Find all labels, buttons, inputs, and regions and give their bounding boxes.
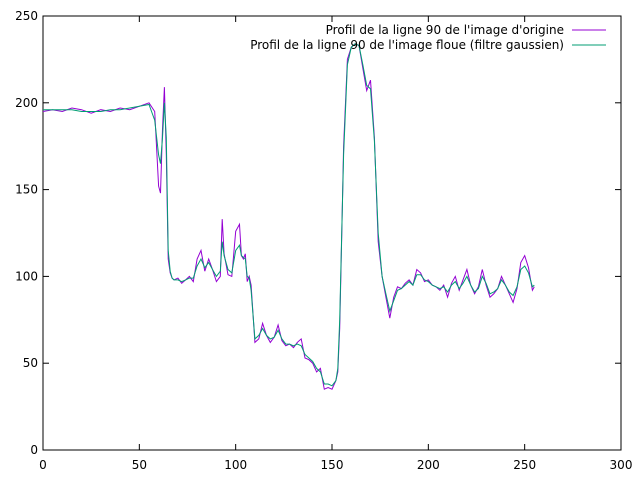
x-tick-label: 50 — [132, 458, 147, 472]
axis-ticks — [42, 15, 622, 451]
y-tick-label: 50 — [23, 356, 38, 370]
series-line-2 — [43, 43, 535, 387]
y-tick-label: 100 — [15, 269, 38, 283]
x-tick-label: 300 — [610, 458, 633, 472]
y-tick-labels: 0 50 100 150 200 250 — [15, 9, 38, 457]
x-tick-labels: 0 50 100 150 200 250 300 — [39, 458, 632, 472]
legend-label-2: Profil de la ligne 90 de l'image floue (… — [250, 38, 564, 52]
y-tick-label: 150 — [15, 183, 38, 197]
x-tick-label: 0 — [39, 458, 47, 472]
plot-frame — [42, 15, 622, 451]
x-tick-label: 200 — [417, 458, 440, 472]
x-tick-label: 250 — [513, 458, 536, 472]
x-tick-label: 150 — [321, 458, 344, 472]
y-tick-label: 0 — [30, 443, 38, 457]
legend-label-1: Profil de la ligne 90 de l'image d'origi… — [326, 23, 564, 37]
legend: Profil de la ligne 90 de l'image d'origi… — [250, 23, 606, 52]
series-lines — [42, 43, 535, 390]
series-line-1 — [42, 43, 535, 390]
x-tick-label: 100 — [224, 458, 247, 472]
y-tick-label: 200 — [15, 96, 38, 110]
y-tick-label: 250 — [15, 9, 38, 23]
